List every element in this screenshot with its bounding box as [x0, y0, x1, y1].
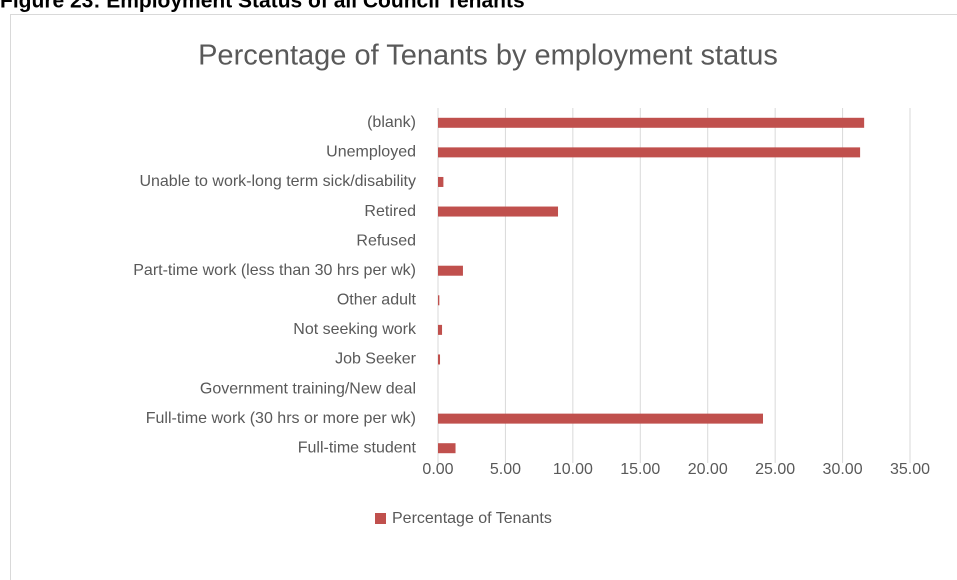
y-tick-label: Job Seeker: [335, 351, 417, 368]
x-tick-label: 0.00: [422, 461, 453, 478]
y-tick-label: Full-time student: [298, 439, 417, 456]
bar: [438, 147, 861, 158]
y-tick-label: Unemployed: [326, 144, 416, 161]
bar: [438, 117, 865, 128]
bar: [438, 413, 764, 424]
y-tick-label: Other adult: [337, 292, 417, 309]
y-tick-label: Refused: [356, 232, 416, 249]
x-tick-label: 20.00: [688, 461, 728, 478]
x-tick-label: 5.00: [490, 461, 521, 478]
x-tick-label: 15.00: [620, 461, 660, 478]
y-tick-label: Part-time work (less than 30 hrs per wk): [133, 262, 416, 279]
bar: [438, 206, 559, 217]
bar: [438, 354, 441, 365]
heading: Figure 23: Employment Status of all Coun…: [0, 0, 525, 13]
bar: [438, 295, 440, 306]
legend-swatch: [375, 513, 386, 524]
chart-border: [10, 14, 957, 580]
chart-title: Percentage of Tenants by employment stat…: [198, 40, 778, 72]
x-tick-label: 35.00: [890, 461, 930, 478]
x-tick-label: 30.00: [823, 461, 863, 478]
bar: [438, 443, 456, 454]
legend-label: Percentage of Tenants: [392, 510, 552, 527]
y-tick-label: Government training/New deal: [200, 380, 416, 397]
y-tick-label: Not seeking work: [293, 321, 417, 338]
y-tick-label: Unable to work-long term sick/disability: [139, 173, 416, 190]
bar: [438, 324, 443, 335]
x-tick-label: 25.00: [755, 461, 795, 478]
y-tick-label: (blank): [367, 114, 416, 131]
bar: [438, 176, 444, 187]
x-tick-label: 10.00: [553, 461, 593, 478]
y-tick-label: Full-time work (30 hrs or more per wk): [146, 410, 416, 427]
y-tick-label: Retired: [364, 203, 416, 220]
bar: [438, 265, 463, 276]
